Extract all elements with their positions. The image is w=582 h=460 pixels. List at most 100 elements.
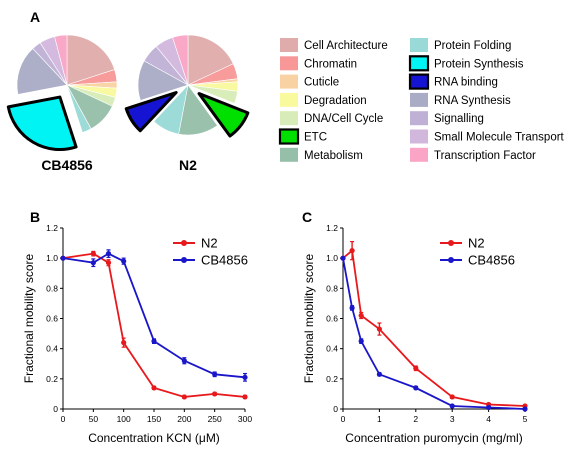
legend-swatch <box>410 92 428 107</box>
data-point <box>413 385 419 391</box>
x-tick-label: 150 <box>147 414 161 424</box>
pie-cb4856: CB4856 <box>6 34 118 173</box>
y-tick-label: 1.0 <box>46 253 58 263</box>
legend-label: DNA/Cell Cycle <box>304 113 383 125</box>
panel-letter-a: A <box>30 9 40 25</box>
x-tick-label: 1 <box>377 414 382 424</box>
x-tick-label: 200 <box>177 414 191 424</box>
y-tick-label: 0.2 <box>326 374 338 384</box>
y-tick-label: 0.6 <box>326 314 338 324</box>
y-tick-label: 0.4 <box>46 344 58 354</box>
legend-swatch <box>410 129 428 144</box>
legend-label: Cuticle <box>304 77 339 89</box>
y-axis-label: Fractional mobility score <box>22 253 36 383</box>
legend-entry-cb4856: CB4856 <box>440 253 515 268</box>
x-tick-label: 250 <box>208 414 222 424</box>
x-tick-label: 2 <box>413 414 418 424</box>
data-point <box>151 385 157 391</box>
y-tick-label: 0.6 <box>46 314 58 324</box>
data-point <box>349 305 355 311</box>
legend-label: RNA binding <box>434 77 498 89</box>
data-point <box>105 260 112 266</box>
pie-slice-dna-cell-cycle <box>187 84 238 104</box>
x-tick-label: 3 <box>450 414 455 424</box>
x-tick-label: 4 <box>486 414 491 424</box>
data-point <box>60 255 66 261</box>
legend-text: CB4856 <box>201 253 248 268</box>
pie-label-n2: N2 <box>179 157 197 173</box>
data-point <box>358 338 364 344</box>
legend-label: Chromatin <box>304 58 357 70</box>
y-tick-label: 0.2 <box>46 374 58 384</box>
x-tick-label: 0 <box>61 414 66 424</box>
legend-item-protein-synthesis: Protein Synthesis <box>408 55 524 72</box>
series-legend: N2 CB4856 <box>173 236 248 268</box>
kcn-mobility-plot: 0 0.2 0.4 0.6 0.8 1.0 1.2 0 50 100 150 200 250 300 Con… <box>22 223 252 445</box>
legend-label: Signalling <box>434 113 484 125</box>
series-n2 <box>60 250 248 400</box>
legend-swatch <box>278 128 300 145</box>
series-cb4856 <box>340 255 528 412</box>
series-line <box>62 252 246 379</box>
y-tick-label: 0.4 <box>326 344 338 354</box>
legend-item-chromatin: Chromatin <box>280 56 357 71</box>
x-tick-label: 50 <box>89 414 99 424</box>
y-axis-label: Fractional mobility score <box>302 253 316 383</box>
legend-label: Protein Synthesis <box>434 58 524 70</box>
data-point <box>105 251 112 257</box>
x-tick-label: 100 <box>117 414 131 424</box>
pie-charts: CB4856 N2 <box>6 34 250 173</box>
data-point <box>413 365 419 371</box>
pie-slice-protein-folding <box>66 84 92 133</box>
pie-slice-etc <box>197 92 250 138</box>
legend-marker <box>448 257 454 263</box>
legend-item-dna-cell-cycle: DNA/Cell Cycle <box>280 111 383 126</box>
legend-label: Degradation <box>304 95 367 107</box>
data-point <box>449 403 455 409</box>
legend-item-rna-synthesis: RNA Synthesis <box>410 92 511 107</box>
panel-letter-b: B <box>30 209 40 225</box>
data-point <box>486 404 492 411</box>
data-point <box>242 374 248 380</box>
x-tick-label: 0 <box>341 414 346 424</box>
y-tick-label: 0 <box>333 404 338 414</box>
data-point <box>242 394 248 400</box>
data-point <box>340 255 346 261</box>
y-tick-label: 1.2 <box>46 223 58 233</box>
legend-label: Small Molecule Transport <box>434 132 565 144</box>
legend-label: Metabolism <box>304 150 363 162</box>
y-tick-label: 0.8 <box>46 283 58 293</box>
y-tick-label: 0.8 <box>326 283 338 293</box>
x-axis-label: Concentration KCN (μM) <box>88 431 220 445</box>
data-point <box>90 260 96 266</box>
pie-slice-rna-synthesis <box>16 48 68 95</box>
pie-slice-cell-architecture <box>66 34 115 86</box>
y-tick-label: 1.0 <box>326 253 338 263</box>
series-cb4856 <box>60 249 248 382</box>
legend-swatch <box>280 111 298 126</box>
legend-item-small-molecule-transport: Small Molecule Transport <box>410 129 565 144</box>
x-tick-label: 300 <box>238 414 252 424</box>
legend-item-etc: ETC <box>278 128 327 145</box>
pie-slice-transcription-factor <box>54 34 68 86</box>
legend-swatch <box>280 92 298 107</box>
y-tick-label: 1.2 <box>326 223 338 233</box>
legend-marker <box>181 257 187 263</box>
legend-label: Cell Architecture <box>304 40 388 52</box>
pie-slice-protein-synthesis <box>6 95 78 152</box>
legend-swatch <box>410 38 428 52</box>
legend-item-cell-architecture: Cell Architecture <box>280 38 388 52</box>
pie-slice-cell-architecture <box>187 34 234 86</box>
data-point <box>376 371 382 377</box>
legend-item-rna-binding: RNA binding <box>408 73 498 90</box>
legend-swatch <box>408 73 430 90</box>
category-legend: Cell Architecture Chromatin Cuticle Degrada… <box>278 38 565 162</box>
data-point <box>151 338 157 344</box>
legend-swatch <box>410 111 428 126</box>
pie-slice-rna-binding <box>124 91 178 133</box>
legend-marker <box>181 240 187 246</box>
data-point <box>212 371 218 377</box>
data-point <box>358 312 364 319</box>
